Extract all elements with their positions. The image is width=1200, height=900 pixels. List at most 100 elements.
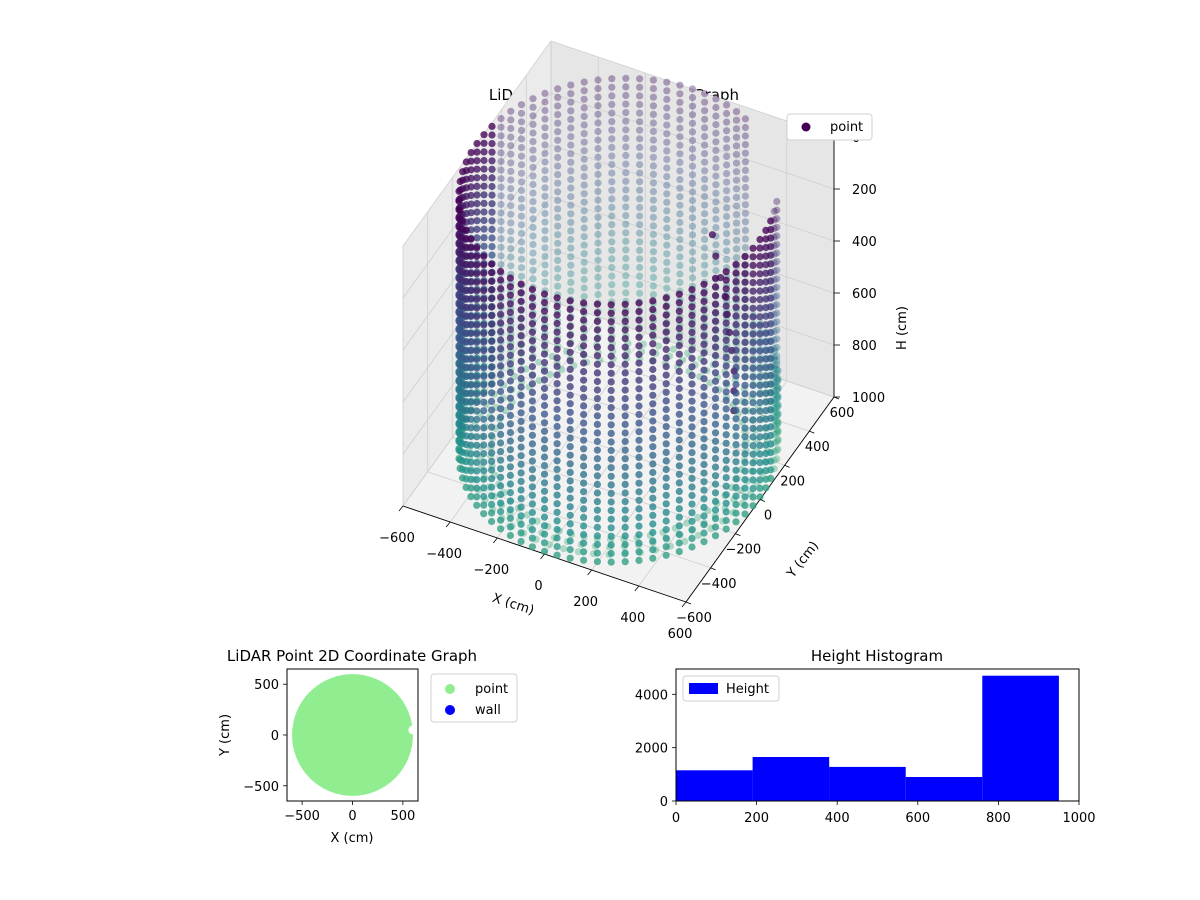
scatter-point	[554, 265, 562, 273]
scatter-point	[554, 205, 562, 213]
scatter-point	[756, 467, 764, 475]
scatter-point	[594, 110, 602, 118]
scatter-point	[741, 278, 749, 286]
scatter-point	[566, 443, 574, 451]
scatter-point	[554, 248, 562, 256]
scatter-point	[621, 463, 629, 471]
scatter-point	[701, 184, 709, 192]
scatter-point	[473, 484, 481, 492]
scatter-point	[649, 239, 658, 247]
scatter-point	[762, 449, 770, 458]
x-axis-label-3d: X (cm)	[490, 591, 536, 619]
hist-x-tick-label: 200	[744, 811, 769, 826]
scatter-point	[594, 162, 602, 170]
scatter-point	[741, 132, 750, 140]
scatter-point	[541, 175, 549, 183]
scatter-point	[506, 446, 514, 454]
scatter-point	[773, 215, 781, 223]
scatter-point	[594, 170, 602, 178]
scatter-point	[773, 446, 781, 454]
scatter-point	[580, 164, 588, 172]
point-disc	[292, 674, 413, 796]
scatter-point	[594, 205, 602, 213]
scatter-point	[517, 204, 526, 212]
scatter-point	[473, 165, 481, 173]
scatter-point	[467, 338, 475, 346]
scatter-point	[662, 311, 670, 319]
scatter-point	[497, 319, 505, 327]
scatter-point	[554, 128, 562, 136]
scatter-point	[473, 234, 481, 242]
scatter-point	[529, 138, 537, 146]
scatter-point	[566, 537, 574, 545]
scatter-point	[554, 239, 562, 247]
scatter-point	[480, 424, 488, 432]
scatter-point	[676, 218, 684, 227]
scatter-point	[732, 219, 741, 227]
scatter-point	[732, 108, 741, 116]
scatter-point	[773, 318, 781, 326]
scatter-point	[497, 175, 505, 183]
scatter-point	[773, 357, 781, 365]
scatter-point	[676, 107, 684, 115]
scatter-point	[488, 182, 496, 191]
scatter-point	[467, 424, 475, 432]
scatter-point	[773, 343, 781, 351]
scatter-point	[732, 492, 740, 500]
scatter-point	[480, 156, 488, 165]
scatter-point	[635, 333, 643, 341]
scatter-point	[608, 92, 616, 100]
scatter-point	[580, 368, 588, 376]
scatter-point	[688, 517, 696, 525]
scatter-point	[688, 196, 697, 205]
scatter-point	[749, 373, 757, 381]
chart-2d-title: LiDAR Point 2D Coordinate Graph	[227, 647, 477, 665]
scatter-point	[607, 395, 615, 403]
scatter-point	[506, 463, 514, 471]
scatter-point	[554, 274, 562, 282]
scatter-point	[711, 300, 720, 308]
scatter-point	[712, 198, 720, 206]
scatter-point	[553, 362, 561, 370]
scatter-point	[462, 226, 470, 234]
scatter-point	[480, 165, 488, 173]
scatter-point	[594, 153, 602, 161]
scatter-point	[722, 439, 730, 447]
scatter-point	[506, 368, 514, 377]
scatter-point	[567, 167, 575, 175]
disc-notch	[408, 725, 418, 735]
y-tick-label-3d: 0	[764, 509, 772, 524]
scatter-point	[773, 326, 781, 334]
scatter-point	[711, 377, 720, 385]
scatter-point	[529, 223, 537, 231]
scatter-point	[700, 486, 708, 494]
scatter-point	[506, 308, 514, 316]
scatter-point	[649, 136, 658, 144]
scatter-point	[594, 179, 602, 187]
scatter-point	[580, 112, 588, 120]
scatter-point	[497, 430, 505, 438]
z-tick-label-3d: 400	[852, 235, 877, 250]
scatter-point	[566, 340, 574, 348]
scatter-point	[700, 289, 708, 297]
scatter-point	[580, 531, 588, 539]
scatter-point	[480, 321, 488, 329]
scatter-point	[593, 335, 602, 343]
scatter-point	[662, 363, 670, 371]
scatter-point	[662, 371, 670, 379]
scatter-point	[517, 374, 525, 383]
scatter-point	[488, 286, 496, 294]
legend-2d: point wall	[430, 673, 518, 723]
scatter-point	[723, 212, 731, 221]
scatter-point	[467, 347, 475, 355]
scatter-point	[580, 181, 588, 189]
scatter-point	[662, 483, 670, 491]
scatter-point	[473, 182, 481, 190]
scatter-point	[749, 399, 757, 407]
scatter-point	[467, 432, 475, 441]
scatter-point	[636, 83, 644, 91]
scatter-point	[762, 475, 770, 483]
scatter-point	[473, 304, 481, 312]
scatter-point	[741, 226, 750, 234]
scatter-point	[517, 340, 525, 348]
